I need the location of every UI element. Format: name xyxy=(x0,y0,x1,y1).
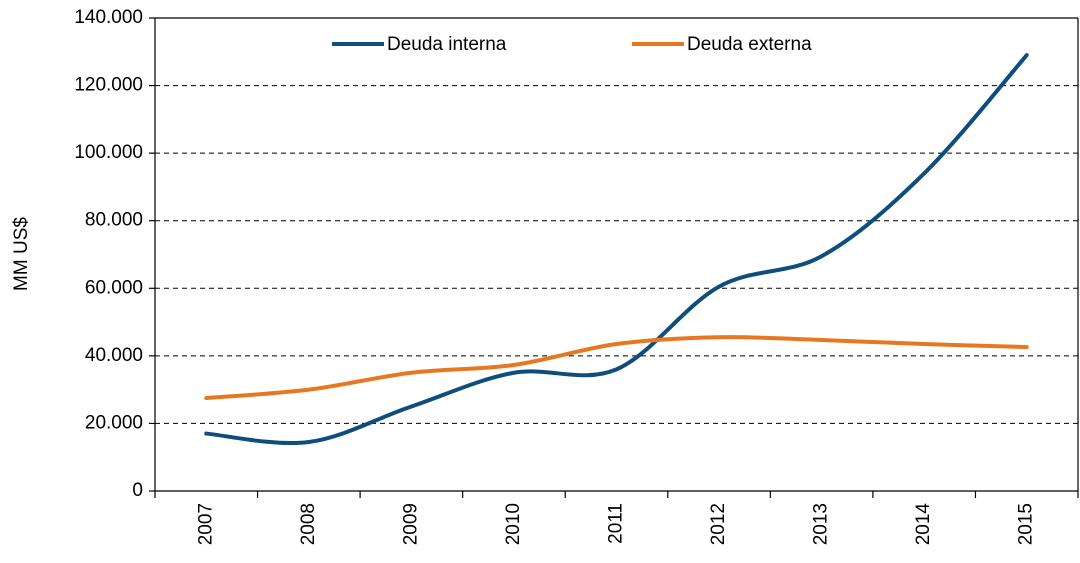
line xyxy=(204,53,1029,446)
x-tick-label: 2012 xyxy=(708,503,729,545)
x-tick-label: 2009 xyxy=(400,503,421,545)
x-tick-label: 2013 xyxy=(811,503,832,545)
y-axis-label: MM US$ xyxy=(11,217,32,291)
y-tick-label: 40.000 xyxy=(85,345,143,366)
line xyxy=(204,335,1029,401)
y-tick-label: 140.000 xyxy=(74,7,143,28)
y-tick-label: 0 xyxy=(132,480,143,501)
x-tick-label: 2014 xyxy=(913,503,934,546)
x-tick-label: 2011 xyxy=(606,503,627,544)
x-tick-label: 2010 xyxy=(503,503,524,545)
y-tick-label: 80.000 xyxy=(85,210,143,231)
x-tick-label: 2015 xyxy=(1016,503,1037,545)
x-tick-label: 2008 xyxy=(298,503,319,545)
legend-label: Deuda externa xyxy=(687,34,812,55)
y-tick-label: 100.000 xyxy=(74,142,143,163)
y-tick-label: 60.000 xyxy=(85,277,143,298)
legend-label: Deuda interna xyxy=(387,34,507,55)
x-tick-label: 2007 xyxy=(195,503,216,545)
y-tick-label: 20.000 xyxy=(85,412,143,433)
y-tick-label: 120.000 xyxy=(74,75,143,96)
